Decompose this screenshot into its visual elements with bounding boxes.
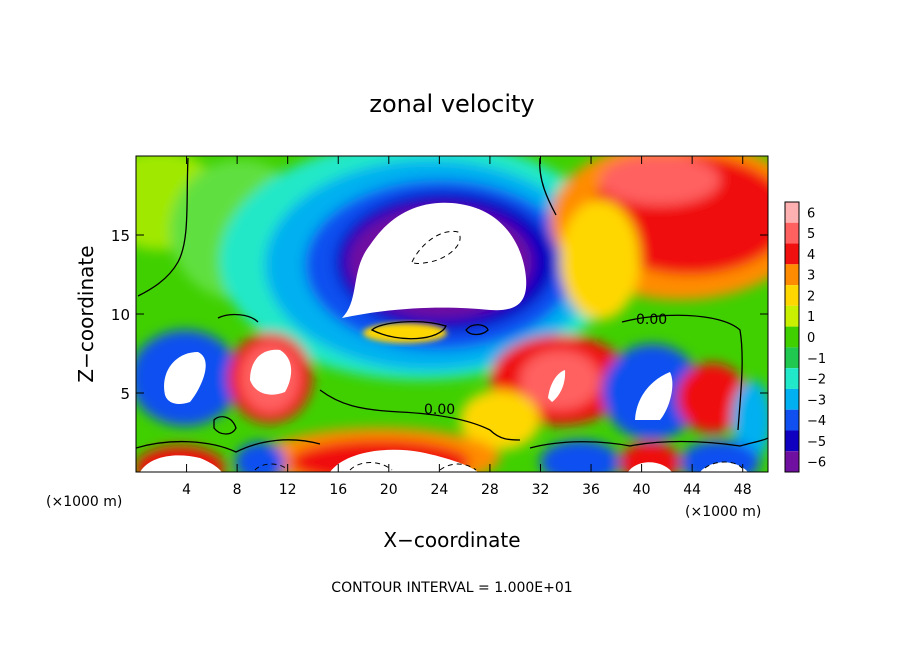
x-tick-label: 44 (683, 482, 701, 498)
colorbar-label: −6 (807, 456, 826, 471)
y-tick-label: 5 (120, 385, 130, 403)
colorbar-label: −4 (807, 414, 826, 429)
colorbar-label: −1 (807, 352, 826, 367)
y-tick-label: 15 (111, 227, 130, 245)
x-unit-left: (×1000 m) (46, 494, 122, 510)
colorbar-label: 1 (807, 310, 815, 325)
colorbar-label: 0 (807, 331, 815, 346)
x-tick-label: 16 (329, 482, 347, 498)
x-tick-label: 20 (380, 482, 398, 498)
x-axis-label: X−coordinate (383, 528, 520, 552)
colorbar-swatch (785, 243, 799, 265)
y-axis-ticks: 5 10 15 (111, 227, 768, 403)
x-tick-label: 4 (182, 482, 191, 498)
colorbar-swatch (785, 202, 799, 223)
contour-label-upper: 0.00 (636, 312, 667, 328)
contour-label-lower: 0.00 (424, 402, 455, 418)
colorbar-swatch (785, 326, 799, 348)
x-tick-label: 24 (430, 482, 448, 498)
colorbar-swatch (785, 305, 799, 327)
colorbar-swatch (785, 388, 799, 410)
colorbar-label: −2 (807, 373, 826, 388)
colorbar-swatch (785, 347, 799, 369)
colorbar-label: 2 (807, 289, 815, 304)
x-tick-label: 8 (233, 482, 242, 498)
colorbar-swatch (785, 285, 799, 306)
chart-title: zonal velocity (369, 90, 534, 118)
y-axis-label: Z−coordinate (74, 245, 98, 382)
x-tick-label: 36 (582, 482, 600, 498)
x-tick-label: 32 (532, 482, 550, 498)
colorbar-swatch (785, 264, 799, 286)
colorbar-swatch (785, 368, 799, 389)
colorbar-swatch (785, 409, 799, 431)
colorbar-label: −5 (807, 435, 826, 450)
colorbar-swatch (785, 430, 799, 452)
colorbar-label: 6 (807, 206, 815, 221)
x-tick-label: 40 (633, 482, 651, 498)
x-tick-label: 48 (734, 482, 752, 498)
contour-interval-note: CONTOUR INTERVAL = 1.000E+01 (331, 580, 572, 596)
colorbar-label: 3 (807, 269, 815, 284)
x-tick-label: 28 (481, 482, 499, 498)
colorbar: 6 5 4 3 2 1 0 −1 −2 −3 −4 −5 −6 (784, 201, 826, 473)
x-unit-right: (×1000 m) (685, 504, 761, 520)
x-tick-label: 12 (279, 482, 297, 498)
colorbar-label: 5 (807, 227, 815, 242)
x-axis-ticks: 4 8 12 16 20 24 28 32 36 40 44 48 (182, 156, 752, 498)
y-tick-label: 10 (111, 306, 130, 324)
colorbar-label: −3 (807, 393, 826, 408)
velocity-field: 0.00 0.00 (136, 156, 768, 472)
colorbar-swatch (785, 222, 799, 244)
colorbar-frame (784, 201, 800, 473)
colorbar-swatch (785, 451, 799, 472)
colorbar-label: 4 (807, 248, 815, 263)
